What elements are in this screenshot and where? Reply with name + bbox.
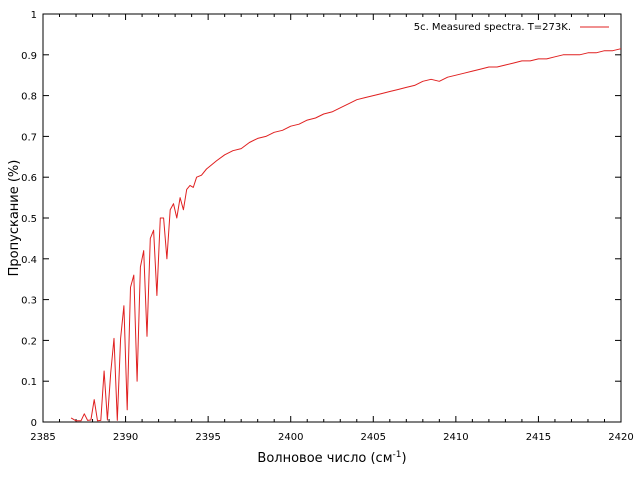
y-tick-label-6: 0.6 (21, 173, 37, 184)
axis-tick-labels: 2385 2390 2395 2400 2405 2410 2415 2420 0 0.1 0.2 0… (21, 10, 634, 443)
axis-ticks (42, 13, 622, 423)
y-tick-label-1: 0.1 (21, 377, 37, 388)
y-tick-label-8: 0.8 (21, 92, 37, 103)
legend-label: 5c. Measured spectra. T=273K. (414, 22, 571, 33)
x-tick-label-4: 2405 (361, 432, 386, 443)
x-tick-label-6: 2415 (526, 432, 551, 443)
legend: 5c. Measured spectra. T=273K. (414, 22, 609, 33)
x-axis-title-superscript: -1 (393, 450, 402, 460)
y-tick-label-5: 0.5 (21, 214, 37, 225)
x-axis-title-main: Волновое число (см (257, 451, 392, 466)
y-tick-label-7: 0.7 (21, 132, 37, 143)
y-tick-label-0: 0 (31, 418, 37, 429)
x-tick-label-5: 2410 (443, 432, 468, 443)
x-tick-label-2: 2395 (195, 432, 220, 443)
x-tick-label-3: 2400 (278, 432, 303, 443)
y-tick-label-3: 0.3 (21, 296, 37, 307)
y-axis-title: Пропускание (%) (7, 160, 22, 277)
x-axis-title-tail: ) (401, 451, 406, 466)
y-tick-label-9: 0.9 (21, 51, 37, 62)
x-axis-title: Волновое число (см-1) (257, 450, 406, 466)
series-layer (70, 48, 622, 422)
y-tick-label-4: 0.4 (21, 255, 37, 266)
series-line-0 (70, 48, 622, 422)
plot-frame (42, 13, 622, 423)
y-tick-label-10: 1 (31, 10, 37, 21)
x-tick-label-0: 2385 (30, 432, 55, 443)
x-tick-label-1: 2390 (113, 432, 138, 443)
x-tick-label-7: 2420 (608, 432, 633, 443)
y-tick-label-2: 0.2 (21, 336, 37, 347)
